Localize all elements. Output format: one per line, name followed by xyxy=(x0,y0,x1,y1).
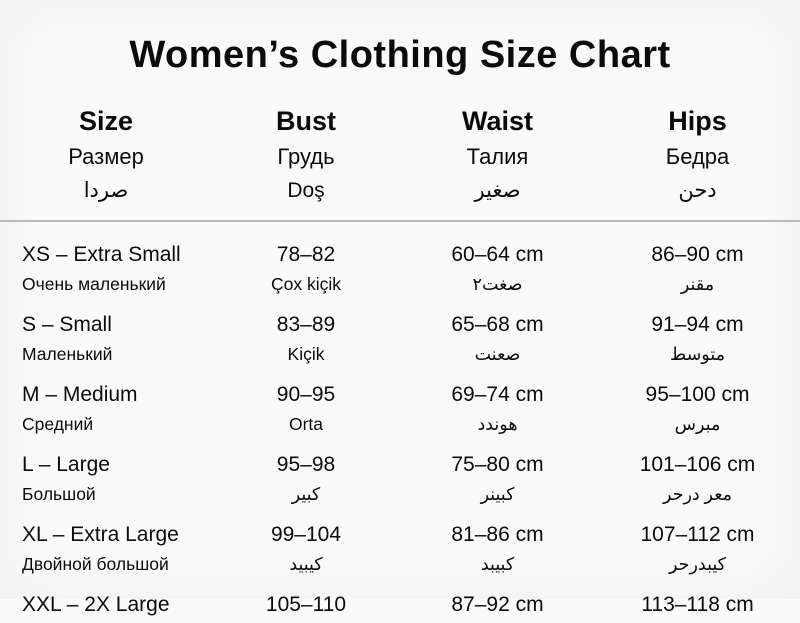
table-row-m: M – Medium Средний 90–95 Orta 69–74 cm ه… xyxy=(0,370,800,440)
header-bust-ru: Грудь xyxy=(277,144,335,169)
header-hips-ru: Бедра xyxy=(665,144,730,169)
size-subtitle: Маленький xyxy=(22,344,113,364)
waist-subtitle: كبينر xyxy=(480,484,515,504)
size-value: XS – Extra Small xyxy=(22,243,181,266)
hips-value: 95–100 cm xyxy=(645,383,750,406)
bust-cell: 95–98 كبير xyxy=(212,452,400,505)
bust-value: 99–104 xyxy=(270,523,342,546)
header-size-ru: Размер xyxy=(68,144,144,169)
hips-cell: 107–112 cm كيبدرحر xyxy=(595,522,800,575)
table-row-xl: XL – Extra Large Двойной большой 99–104 … xyxy=(0,510,800,580)
header-waist-ru: Талия xyxy=(466,144,529,169)
waist-value: 81–86 cm xyxy=(451,523,544,546)
size-subtitle: Большой xyxy=(22,484,96,504)
table-header-row: Size Размер صردا Bust Грудь Doş Waist Та… xyxy=(0,106,800,204)
waist-subtitle: صعنت xyxy=(474,344,521,364)
header-hips-third: دحن xyxy=(678,179,717,202)
size-cell: L – Large Большой xyxy=(0,452,212,505)
bust-cell: 83–89 Kiçik xyxy=(212,312,400,365)
bust-subtitle: Kiçik xyxy=(287,344,325,364)
size-cell: XS – Extra Small Очень маленький xyxy=(0,242,212,295)
bust-value: 90–95 xyxy=(276,383,336,406)
size-cell: XL – Extra Large Двойной большой xyxy=(0,522,212,575)
header-waist-en: Waist xyxy=(461,106,533,136)
hips-value: 91–94 cm xyxy=(651,313,744,336)
bust-subtitle: Orta xyxy=(288,414,324,434)
size-value: S – Small xyxy=(22,313,112,336)
waist-value: 69–74 cm xyxy=(451,383,544,406)
bust-cell: 90–95 Orta xyxy=(212,382,400,435)
waist-cell: 69–74 cm هوندد xyxy=(400,382,595,435)
bust-cell: 78–82 Çox kiçik xyxy=(212,242,400,295)
hips-value: 86–90 cm xyxy=(651,243,744,266)
bust-value: 95–98 xyxy=(276,453,336,476)
table-row-l: L – Large Большой 95–98 كبير 75–80 cm كب… xyxy=(0,440,800,510)
size-cell: S – Small Маленький xyxy=(0,312,212,365)
size-value: XXL – 2X Large xyxy=(22,593,170,616)
bust-subtitle: كبير xyxy=(291,484,321,504)
header-size-third: صردا xyxy=(83,179,129,202)
column-header-waist: Waist Талия صغير xyxy=(400,106,595,204)
bust-cell: 99–104 كيبيد xyxy=(212,522,400,575)
hips-cell: 113–118 cm xyxy=(595,592,800,618)
waist-subtitle: صغت٢ xyxy=(472,274,523,294)
header-size-en: Size xyxy=(78,106,134,136)
column-header-hips: Hips Бедра دحن xyxy=(595,106,800,204)
hips-subtitle: كيبدرحر xyxy=(668,554,726,574)
header-hips-en: Hips xyxy=(668,106,727,136)
header-bust-third: Doş xyxy=(287,179,325,202)
bust-value: 83–89 xyxy=(276,313,336,336)
size-subtitle: Двойной большой xyxy=(22,554,169,574)
column-header-bust: Bust Грудь Doş xyxy=(212,106,400,204)
bust-value: 105–110 xyxy=(265,593,347,616)
hips-subtitle: مبرس xyxy=(674,414,721,434)
table-row-s: S – Small Маленький 83–89 Kiçik 65–68 cm… xyxy=(0,300,800,370)
hips-cell: 86–90 cm مقنر xyxy=(595,242,800,295)
size-subtitle: Очень маленький xyxy=(22,274,166,294)
hips-subtitle: متوسط xyxy=(670,344,725,364)
bust-cell: 105–110 xyxy=(212,592,400,618)
waist-cell: 75–80 cm كبينر xyxy=(400,452,595,505)
table-row-xxl: XXL – 2X Large 105–110 87–92 cm 113–118 … xyxy=(0,580,800,623)
bust-subtitle: Çox kiçik xyxy=(270,274,341,294)
size-value: M – Medium xyxy=(22,383,138,406)
hips-cell: 101–106 cm معر درحر xyxy=(595,452,800,505)
page-title: Women’s Clothing Size Chart xyxy=(129,34,671,76)
hips-subtitle: مقنر xyxy=(680,274,715,294)
hips-cell: 95–100 cm مبرس xyxy=(595,382,800,435)
waist-value: 87–92 cm xyxy=(451,593,544,616)
hips-value: 101–106 cm xyxy=(639,453,756,476)
table-row-xs: XS – Extra Small Очень маленький 78–82 Ç… xyxy=(0,230,800,300)
size-subtitle: Средний xyxy=(22,414,94,434)
hips-value: 107–112 cm xyxy=(640,523,755,546)
column-header-size: Size Размер صردا xyxy=(0,106,212,204)
waist-value: 60–64 cm xyxy=(451,243,544,266)
waist-cell: 60–64 cm صغت٢ xyxy=(400,242,595,295)
size-cell: M – Medium Средний xyxy=(0,382,212,435)
header-waist-third: صغير xyxy=(474,179,521,202)
header-divider xyxy=(0,220,800,222)
header-bust-en: Bust xyxy=(276,106,336,136)
size-chart-page: Women’s Clothing Size Chart Size Размер … xyxy=(0,34,800,616)
waist-subtitle: هوندد xyxy=(477,414,518,434)
bust-value: 78–82 xyxy=(276,243,336,266)
waist-value: 65–68 cm xyxy=(451,313,544,336)
waist-value: 75–80 cm xyxy=(451,453,544,476)
hips-subtitle: معر درحر xyxy=(662,484,733,504)
waist-cell: 87–92 cm xyxy=(400,592,595,618)
size-cell: XXL – 2X Large xyxy=(0,592,212,618)
hips-value: 113–118 cm xyxy=(641,593,754,616)
hips-cell: 91–94 cm متوسط xyxy=(595,312,800,365)
size-value: XL – Extra Large xyxy=(22,523,179,546)
size-value: L – Large xyxy=(22,453,110,476)
waist-cell: 81–86 cm كبيبد xyxy=(400,522,595,575)
waist-subtitle: كبيبد xyxy=(480,554,515,574)
waist-cell: 65–68 cm صعنت xyxy=(400,312,595,365)
bust-subtitle: كيبيد xyxy=(289,554,323,574)
